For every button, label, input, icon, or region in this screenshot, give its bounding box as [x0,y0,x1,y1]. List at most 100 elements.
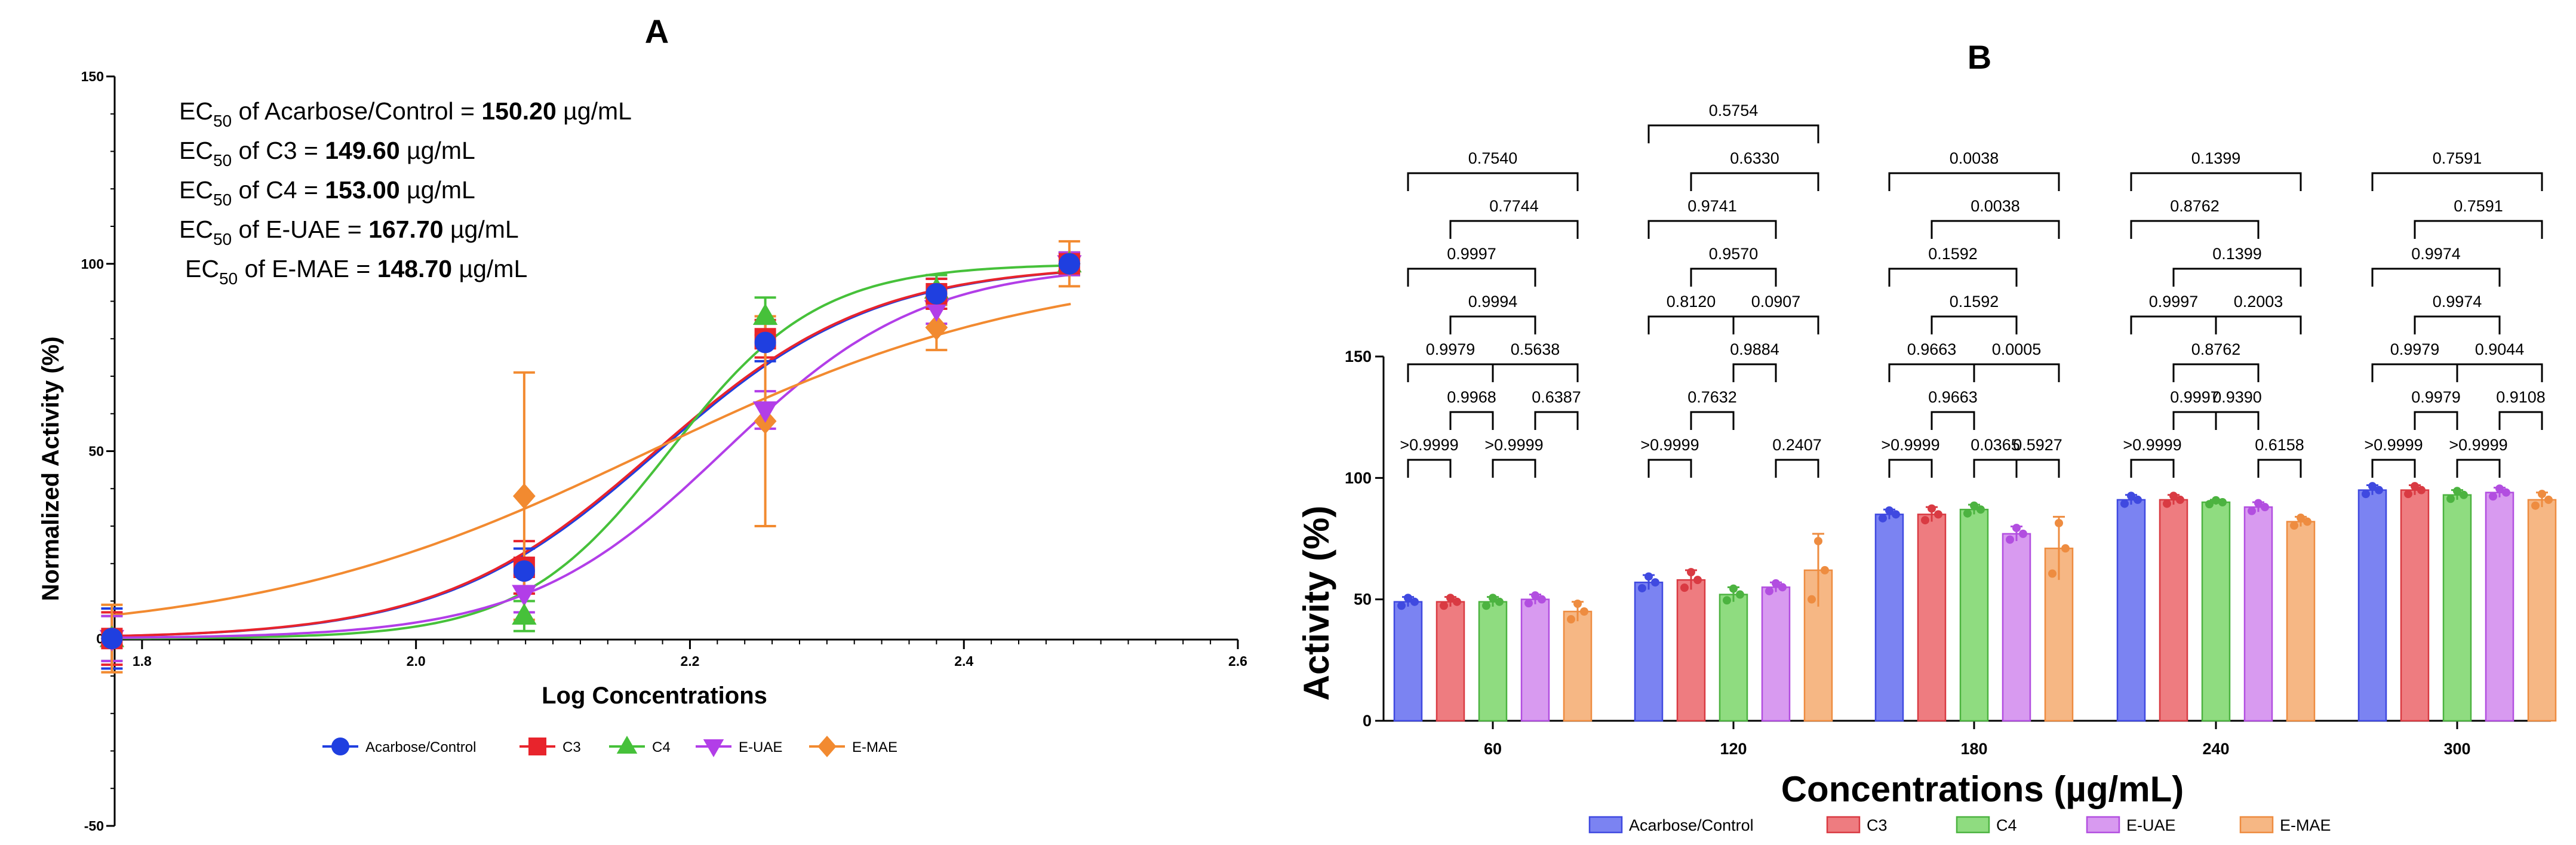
p-value-label: 0.9974 [2411,245,2461,263]
comparison-bracket [1492,459,1536,478]
comparison-bracket [2172,411,2217,430]
y-tick-label: 100 [81,256,104,272]
replicate-point [1397,601,1406,610]
replicate-point [2048,569,2057,578]
ec50-unit: µg/mL [444,216,519,243]
ec50-label: EC50 of Acarbose/Control = 150.20 µg/mL [179,97,632,130]
legend-label: Acarbose/Control [365,739,476,755]
legend-label: E-MAE [2280,816,2331,834]
bar-c3 [2159,499,2188,722]
data-point-acarbose-control [101,628,123,650]
bar-e-mae [1563,610,1593,722]
p-value-label: 0.2407 [1772,436,1822,454]
comparison-bracket [1931,315,2018,334]
replicate-point [1638,583,1646,592]
y-tick-label: 50 [88,444,104,459]
bar-e-uae [2485,491,2514,722]
bar-c4 [1478,601,1508,722]
data-point-acarbose-control [754,331,776,354]
replicate-point [1765,586,1773,595]
replicate-point [1892,510,1900,519]
comparison-bracket [2015,459,2060,478]
p-value-label: 0.0038 [1971,197,2020,215]
replicate-point [2254,499,2263,508]
bar-acarbose-control [1393,601,1423,722]
p-value-label: >0.9999 [1400,436,1458,454]
panel-a-ec50-annotations: EC50 of Acarbose/Control = 150.20 µg/mL E… [179,97,632,288]
comparison-bracket [2172,268,2302,287]
replicate-point [1524,599,1533,608]
replicate-point [1963,509,1972,518]
ec50-subscript: 50 [213,112,232,130]
replicate-point [1736,590,1744,599]
ec50-value: 149.60 [325,137,399,164]
panel-b-title: B [1968,38,1991,76]
ec50-unit: µg/mL [400,176,475,204]
replicate-point [1446,594,1455,603]
bar-e-uae [2002,533,2031,722]
comparison-bracket [2130,220,2260,239]
replicate-point [1680,583,1689,592]
replicate-point [1489,594,1497,603]
bar-c4 [1959,508,1989,722]
comparison-bracket [2130,315,2217,334]
comparison-bracket [2371,268,2501,287]
comparison-bracket [1690,172,1819,191]
comparison-bracket [2414,220,2543,239]
legend-label: E-UAE [739,739,782,755]
replicate-point [2163,499,2171,508]
replicate-point [2411,482,2419,491]
replicate-point [1729,584,1738,593]
p-value-label: 0.5638 [1511,340,1560,358]
p-value-label: 0.1592 [1950,293,1999,311]
legend-marker-c4 [616,736,638,754]
comparison-bracket [2414,315,2501,334]
p-value-label: 0.7591 [2433,149,2482,167]
replicate-point [1814,537,1822,546]
comparison-bracket [1407,459,1452,478]
panel-a-points [99,251,1082,652]
p-value-label: 0.9663 [1928,388,1978,406]
replicate-point [1440,601,1448,610]
panel-b-bars [1393,489,2557,722]
p-value-label: 0.9570 [1709,245,1759,263]
comparison-bracket [2371,459,2416,478]
legend-swatch-e-uae [2086,816,2120,834]
p-value-label: 0.0038 [1950,149,1999,167]
replicate-point [2368,482,2377,491]
ec50-prefix: EC [179,216,213,243]
replicate-point [2212,496,2220,505]
fit-curve-c4 [112,264,1071,640]
p-value-label: 0.0365 [1971,436,2020,454]
panel-b-y-axis-label: Activity (%) [1296,506,1336,701]
bar-c3 [2400,489,2430,722]
replicate-point [2006,535,2014,544]
y-tick-label: 0 [1363,712,1372,730]
p-value-label: 0.9741 [1687,197,1737,215]
p-value-label: 0.7540 [1468,149,1518,167]
comparison-bracket [1732,363,1777,382]
replicate-point [1453,597,1461,606]
replicate-point [1723,596,1731,605]
ec50-unit: µg/mL [400,137,475,164]
ec50-subscript: 50 [213,230,232,248]
comparison-bracket [1449,220,1579,239]
comparison-bracket [1647,220,1777,239]
replicate-point [1573,599,1582,608]
p-value-label: >0.9999 [1484,436,1543,454]
replicate-point [2297,514,2305,523]
legend-label: E-MAE [852,739,897,755]
y-tick-label: 150 [81,69,104,84]
ec50-label: EC50 of E-UAE = 167.70 µg/mL [179,216,519,248]
replicate-point [2544,495,2553,504]
p-value-label: 0.9997 [1447,245,1496,263]
ec50-value: 167.70 [368,216,443,243]
data-point-c4 [512,603,537,625]
bar-e-uae [1520,598,1550,722]
comparison-bracket [2498,411,2543,430]
ec50-subscript: 50 [219,269,238,288]
comparison-bracket [1647,315,1735,334]
p-value-label: 0.7591 [2454,197,2503,215]
